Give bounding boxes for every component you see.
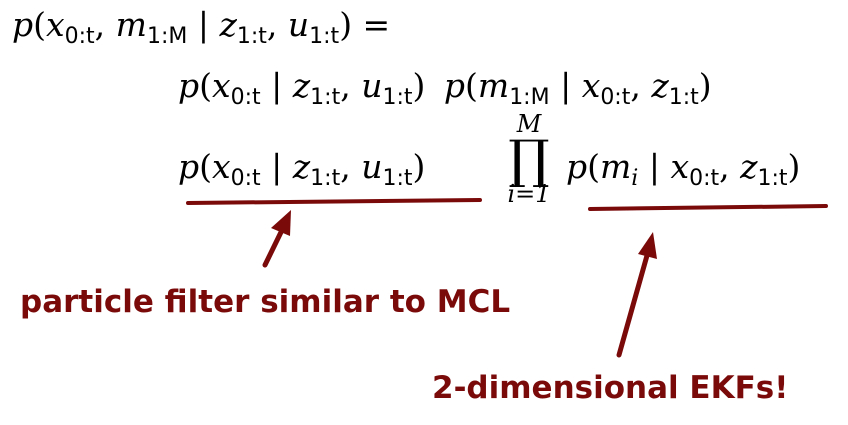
x-variable: x xyxy=(212,66,231,105)
p-symbol: p xyxy=(443,66,466,105)
m-subscript: i xyxy=(631,166,639,191)
z-subscript: 1:t xyxy=(757,166,788,191)
conditional-bar: | xyxy=(638,147,671,186)
equation-line-2: p(x0:t | z1:t, u1:t) p(m1:M | x0:t, z1:t… xyxy=(178,66,712,109)
product-lower-limit: i=1 xyxy=(507,180,551,208)
z-variable: z xyxy=(292,147,311,186)
u-variable: u xyxy=(287,5,310,44)
paren-open: ( xyxy=(587,147,600,186)
u-subscript: 1:t xyxy=(309,24,340,49)
u-subscript: 1:t xyxy=(382,166,413,191)
paren-open: ( xyxy=(199,147,212,186)
x-variable: x xyxy=(581,66,601,105)
p-symbol: p xyxy=(178,66,200,105)
paren-open: ( xyxy=(33,5,46,44)
arrow-left-head xyxy=(271,210,291,236)
comma: , xyxy=(630,66,652,105)
arrow-right-head xyxy=(638,232,657,259)
p-symbol: p xyxy=(12,5,34,44)
m-subscript: 1:M xyxy=(146,24,188,49)
equation-line-3-term-b: p(mi | x0:t, z1:t) xyxy=(566,147,801,190)
x-subscript: 0:t xyxy=(230,85,261,110)
x-subscript: 0:t xyxy=(230,166,261,191)
conditional-bar: | xyxy=(260,66,293,105)
m-subscript: 1:M xyxy=(509,85,550,110)
underline-right xyxy=(588,204,828,211)
p-symbol: p xyxy=(566,147,588,186)
comma: , xyxy=(266,5,288,44)
equation-line-3-term-a: p(x0:t | z1:t, u1:t) xyxy=(178,147,426,190)
x-subscript: 0:t xyxy=(689,166,720,191)
comma: , xyxy=(719,147,741,186)
comma: , xyxy=(94,5,116,44)
product-operator: M ∏ i=1 xyxy=(494,112,564,206)
z-variable: z xyxy=(740,147,758,186)
term-b: p(m1:M | x0:t, z1:t) xyxy=(443,66,712,109)
paren-close: ) xyxy=(412,66,426,105)
equation-line-1: p(x0:t, m1:M | z1:t, u1:t) = xyxy=(12,5,391,48)
underline-left xyxy=(186,198,482,205)
conditional-bar: | xyxy=(549,66,582,105)
comma: , xyxy=(340,66,362,105)
paren-close: ) xyxy=(412,147,426,186)
m-variable: m xyxy=(115,5,147,44)
p-symbol: p xyxy=(178,147,200,186)
z-variable: z xyxy=(651,66,669,105)
paren-close: ) xyxy=(787,147,801,186)
arrow-left-shaft xyxy=(262,223,287,268)
x-variable: x xyxy=(212,147,231,186)
paren-open: ( xyxy=(465,66,478,105)
annotation-ekfs: 2-dimensional EKFs! xyxy=(432,370,789,406)
z-subscript: 1:t xyxy=(310,85,341,110)
paren-close: ) xyxy=(698,66,712,105)
x-subscript: 0:t xyxy=(600,85,631,110)
u-variable: u xyxy=(361,147,383,186)
z-subscript: 1:t xyxy=(236,24,267,49)
u-subscript: 1:t xyxy=(382,85,413,110)
annotation-particle-filter: particle filter similar to MCL xyxy=(20,284,511,320)
x-variable: x xyxy=(46,5,65,44)
arrow-right-shaft xyxy=(616,249,651,358)
paren-open: ( xyxy=(199,66,212,105)
u-variable: u xyxy=(361,66,383,105)
x-variable: x xyxy=(670,147,690,186)
product-upper-limit: M xyxy=(516,110,542,138)
comma: , xyxy=(340,147,362,186)
product-symbol: ∏ xyxy=(508,130,550,190)
z-subscript: 1:t xyxy=(668,85,699,110)
paren-close: ) xyxy=(339,5,353,44)
conditional-bar: | xyxy=(260,147,293,186)
z-variable: z xyxy=(292,66,311,105)
term-a: p(x0:t | z1:t, u1:t) xyxy=(178,66,426,109)
equals-sign: = xyxy=(352,5,391,44)
z-subscript: 1:t xyxy=(310,166,341,191)
m-variable: m xyxy=(600,147,632,186)
conditional-bar: | xyxy=(187,5,220,44)
z-variable: z xyxy=(219,5,237,44)
m-variable: m xyxy=(477,66,510,105)
x-subscript: 0:t xyxy=(64,24,95,49)
